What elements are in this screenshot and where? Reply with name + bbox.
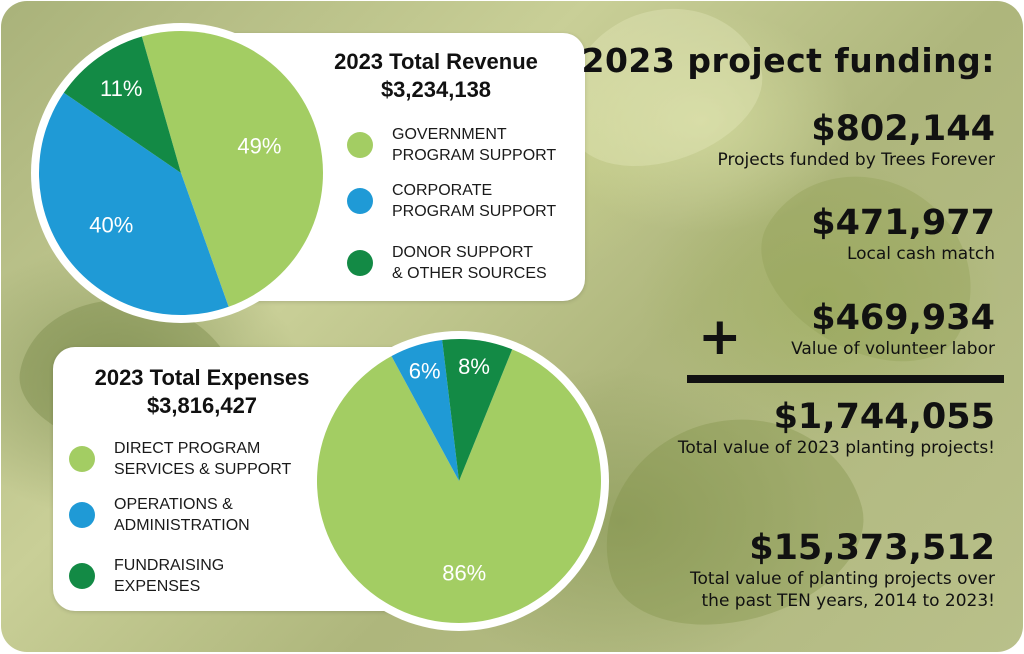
plus-sign: + bbox=[698, 307, 742, 367]
funding-item-ten-year-total: $15,373,512 Total value of planting proj… bbox=[690, 528, 995, 612]
funding-amount: $802,144 bbox=[811, 109, 995, 149]
slice-direct-program bbox=[317, 349, 601, 623]
slice-corporate bbox=[39, 92, 229, 315]
legend-label-line: SERVICES & SUPPORT bbox=[114, 461, 292, 478]
sum-divider bbox=[687, 375, 1004, 383]
legend-item-direct-program: DIRECT PROGRAM SERVICES & SUPPORT bbox=[69, 438, 304, 480]
revenue-total: $3,234,138 bbox=[380, 77, 492, 102]
funding-amount: $471,977 bbox=[811, 203, 995, 243]
legend-item-corporate: CORPORATE PROGRAM SUPPORT bbox=[347, 180, 582, 222]
funding-description: Local cash match bbox=[846, 244, 995, 264]
legend-item-fundraising: FUNDRAISING EXPENSES bbox=[69, 555, 304, 597]
revenue-title: 2023 Total Revenue bbox=[334, 49, 538, 74]
slice-fundraising bbox=[442, 339, 513, 481]
funding-item-trees-forever: $802,144 Projects funded by Trees Foreve… bbox=[718, 109, 996, 171]
funding-description: Value of volunteer labor bbox=[791, 339, 995, 359]
legend-label-line: DONOR SUPPORT bbox=[392, 244, 534, 261]
slice-government-label: 49% bbox=[237, 134, 281, 159]
funding-description: Total value of planting projects over th… bbox=[690, 569, 995, 611]
expenses-title: 2023 Total Expenses bbox=[94, 365, 310, 390]
legend-label-line: FUNDRAISING bbox=[114, 557, 225, 574]
funding-description: Projects funded by Trees Forever bbox=[717, 150, 996, 170]
legend-swatch-green bbox=[69, 446, 95, 472]
slice-fundraising-label: 8% bbox=[458, 354, 490, 379]
legend-label-line: GOVERNMENT bbox=[392, 126, 507, 143]
slice-government bbox=[141, 31, 323, 307]
legend-label-line: ADMINISTRATION bbox=[114, 517, 250, 534]
legend-swatch-darkgreen bbox=[347, 250, 373, 276]
legend-label-line: DIRECT PROGRAM bbox=[114, 440, 261, 457]
revenue-chart-title: 2023 Total Revenue $3,234,138 bbox=[301, 48, 571, 104]
legend-label-line: CORPORATE bbox=[392, 182, 493, 199]
legend-label-line: PROGRAM SUPPORT bbox=[392, 147, 557, 164]
legend-item-donor: DONOR SUPPORT & OTHER SOURCES bbox=[347, 242, 582, 284]
slice-donor-label: 11% bbox=[100, 76, 142, 101]
funding-description: Total value of 2023 planting projects! bbox=[677, 438, 995, 458]
legend-label-line: EXPENSES bbox=[114, 578, 201, 595]
funding-heading: 2023 project funding: bbox=[581, 41, 995, 80]
legend-swatch-blue bbox=[69, 502, 95, 528]
slice-donor bbox=[63, 36, 181, 173]
legend-swatch-darkgreen bbox=[69, 563, 95, 589]
funding-amount: $15,373,512 bbox=[749, 528, 995, 568]
legend-label-line: & OTHER SOURCES bbox=[392, 265, 547, 282]
legend-label-line: PROGRAM SUPPORT bbox=[392, 203, 557, 220]
funding-item-volunteer-labor: $469,934 Value of volunteer labor bbox=[791, 298, 995, 360]
slice-operations bbox=[391, 339, 459, 481]
legend-swatch-blue bbox=[347, 188, 373, 214]
slice-direct-program-label: 86% bbox=[442, 560, 486, 585]
legend-item-operations: OPERATIONS & ADMINISTRATION bbox=[69, 494, 304, 536]
slice-operations-label: 6% bbox=[409, 359, 441, 384]
funding-item-total-2023: $1,744,055 Total value of 2023 planting … bbox=[678, 397, 995, 459]
expenses-total: $3,816,427 bbox=[146, 393, 258, 418]
slice-corporate-label: 40% bbox=[89, 213, 133, 238]
funding-amount: $469,934 bbox=[811, 298, 995, 338]
expenses-chart-title: 2023 Total Expenses $3,816,427 bbox=[67, 364, 337, 420]
legend-item-government: GOVERNMENT PROGRAM SUPPORT bbox=[347, 124, 582, 166]
legend-swatch-green bbox=[347, 132, 373, 158]
funding-item-cash-match: $471,977 Local cash match bbox=[811, 203, 995, 265]
legend-label-line: OPERATIONS & bbox=[114, 496, 233, 513]
funding-amount: $1,744,055 bbox=[773, 397, 995, 437]
